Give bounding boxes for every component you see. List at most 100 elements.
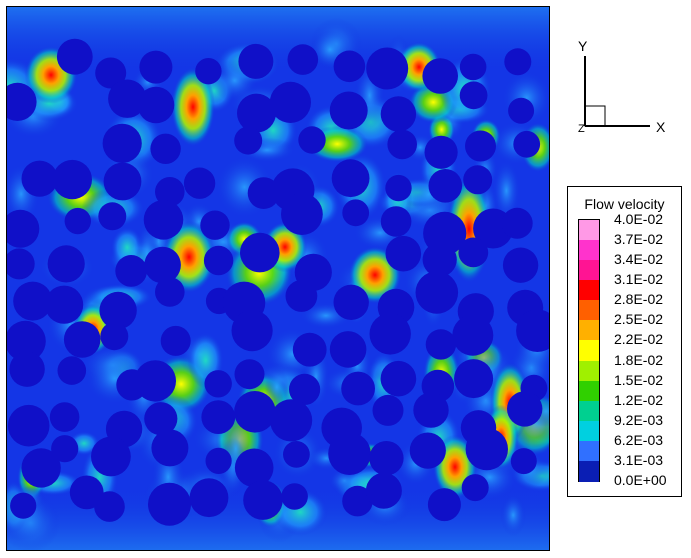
legend-label: 2.8E-02 (614, 291, 664, 308)
particle (234, 126, 263, 155)
particle (13, 281, 53, 321)
legend-swatch (579, 340, 599, 362)
flow-glow (500, 494, 526, 537)
particle (328, 432, 371, 476)
particle (283, 441, 310, 468)
particle (342, 485, 373, 517)
particle (269, 81, 311, 123)
legend-title: Flow velocity (584, 196, 665, 212)
particle (99, 291, 137, 330)
particle (333, 50, 366, 83)
particle (385, 235, 422, 272)
particle (98, 202, 127, 231)
x-axis-label: X (656, 119, 666, 135)
particle (409, 432, 446, 469)
particle (56, 38, 93, 75)
particle (454, 359, 494, 399)
particle (452, 314, 494, 356)
particle (270, 399, 313, 442)
particle (465, 130, 496, 162)
particle (64, 207, 91, 235)
particle (502, 247, 539, 283)
particle (387, 129, 418, 160)
particle (47, 245, 85, 283)
legend-swatch (579, 360, 599, 382)
particle (385, 174, 412, 202)
particle (200, 210, 230, 240)
particle (285, 280, 318, 312)
legend-label: 3.7E-02 (614, 231, 664, 248)
particle (95, 57, 127, 89)
particle (150, 133, 181, 164)
particle (459, 81, 488, 110)
color-legend: Flow velocity 4.0E-02 3.7E-02 3.4E-02 3.1E-… (567, 186, 682, 497)
particle (240, 232, 280, 273)
particle (231, 310, 273, 352)
particle (281, 193, 323, 236)
particle (234, 391, 276, 433)
particle (144, 246, 181, 284)
particle (424, 135, 458, 169)
particle (7, 404, 50, 447)
particle (281, 483, 308, 510)
particle (507, 391, 543, 427)
particle (52, 159, 92, 200)
particle (427, 488, 461, 522)
particle-layer (7, 38, 549, 526)
legend-swatch (579, 280, 599, 302)
particle (134, 360, 176, 402)
legend-label: 4.0E-02 (614, 211, 664, 227)
particle (415, 271, 459, 314)
particle (238, 43, 274, 79)
particle (49, 402, 80, 432)
flow-glow (492, 159, 521, 223)
particle (413, 392, 449, 428)
legend-label: 3.1E-02 (614, 271, 664, 288)
particle (247, 177, 280, 210)
particle (10, 492, 37, 519)
particle (203, 245, 234, 276)
legend-swatch (579, 220, 599, 242)
particle (205, 447, 232, 474)
particle (341, 371, 375, 406)
particle (422, 58, 459, 94)
legend-swatch (579, 320, 599, 342)
legend-label: 6.2E-03 (614, 431, 664, 448)
particle (7, 248, 35, 280)
particle (369, 441, 404, 476)
legend-swatch (579, 400, 599, 422)
legend-label: 1.5E-02 (614, 371, 664, 388)
legend-swatch (579, 380, 599, 402)
particle (329, 331, 367, 368)
particle (289, 373, 321, 405)
particle (380, 206, 412, 237)
particle (331, 159, 370, 198)
flow-field-plot (6, 6, 550, 551)
legend-label: 3.4E-02 (614, 251, 664, 268)
particle (380, 96, 417, 132)
particle (292, 332, 327, 367)
legend-swatch (579, 440, 599, 462)
particle (333, 284, 369, 320)
particle (201, 400, 236, 434)
particle (459, 53, 487, 81)
particle (189, 478, 229, 518)
particle (137, 86, 175, 124)
particle (7, 82, 37, 121)
particle (380, 360, 417, 397)
axes-triad-lines (584, 56, 650, 127)
particle (63, 321, 101, 358)
legend-label: 1.2E-02 (614, 391, 664, 408)
legend-color-bar (578, 219, 600, 482)
particle (160, 325, 191, 356)
legend-swatch (579, 460, 599, 482)
particle (461, 474, 489, 502)
particle (513, 130, 541, 158)
particle (237, 93, 276, 133)
particle (21, 448, 61, 488)
particle (329, 91, 368, 130)
particle (365, 472, 402, 509)
legend-label: 2.5E-02 (614, 311, 664, 328)
particle (366, 47, 409, 90)
particle (143, 200, 184, 240)
